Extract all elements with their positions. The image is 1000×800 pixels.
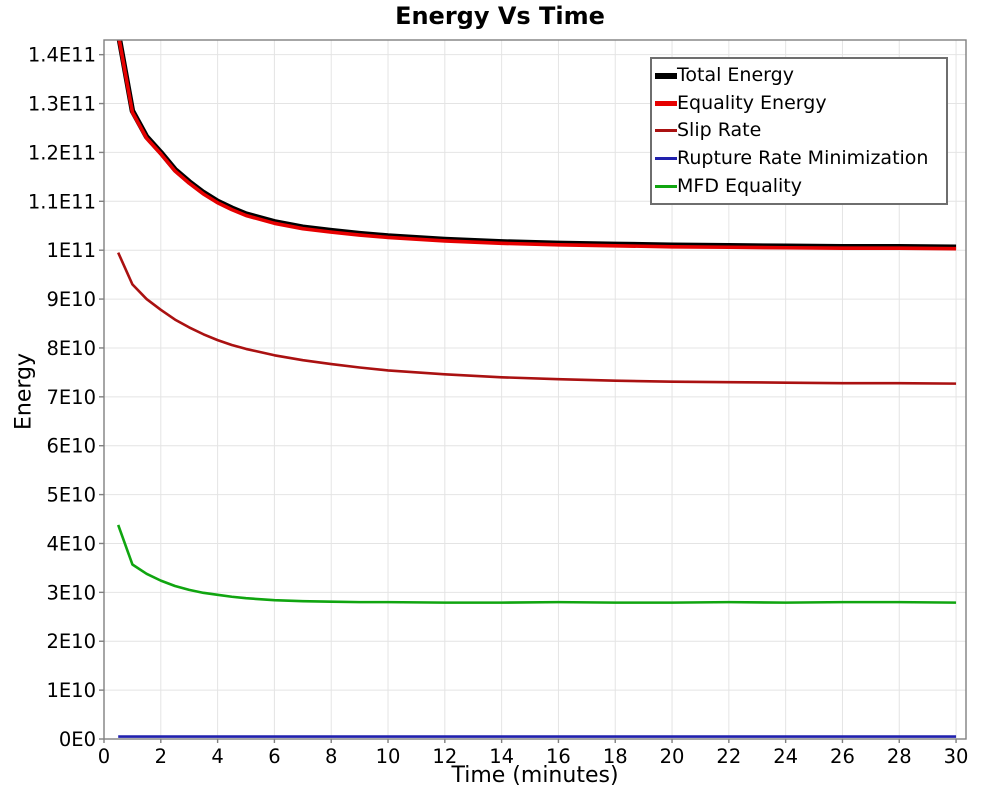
y-tick-label: 2E10 — [46, 630, 96, 653]
legend-item-total-energy: Total Energy — [655, 62, 942, 90]
x-tick-label: 12 — [432, 745, 457, 768]
y-tick-label: 1.4E11 — [28, 44, 96, 67]
y-tick-label: 3E10 — [46, 581, 96, 604]
x-tick-label: 14 — [489, 745, 514, 768]
y-tick-label: 0E0 — [59, 728, 96, 751]
legend-line-swatch — [655, 100, 677, 106]
y-tick-label: 9E10 — [46, 288, 96, 311]
legend-item-mfd-equality: MFD Equality — [655, 172, 942, 200]
x-tick-label: 24 — [773, 745, 798, 768]
x-tick-label: 22 — [716, 745, 741, 768]
y-tick-label: 8E10 — [46, 337, 96, 360]
x-tick-label: 8 — [325, 745, 337, 768]
legend-line-swatch — [655, 157, 677, 161]
x-tick-label: 16 — [546, 745, 571, 768]
legend-label: MFD Equality — [677, 174, 802, 197]
y-tick-label: 4E10 — [46, 532, 96, 555]
series-slip-rate — [117, 252, 957, 385]
x-axis-title: Time (minutes) — [451, 763, 619, 788]
x-tick-label: 2 — [155, 745, 167, 768]
y-tick-label: 1.2E11 — [28, 141, 96, 164]
x-tick-label: 28 — [887, 745, 912, 768]
legend-item-rupture-rate-minimization: Rupture Rate Minimization — [655, 145, 942, 173]
series-group — [116, 40, 957, 738]
legend-label: Slip Rate — [677, 119, 762, 142]
plot-border — [103, 39, 967, 740]
chart-title: Energy Vs Time — [395, 2, 605, 30]
legend-line-swatch — [655, 129, 677, 133]
x-tick-label: 30 — [944, 745, 969, 768]
y-tick-label: 1.3E11 — [28, 93, 96, 116]
axis-ticks: 0E0 1E10 2E10 3E10 4E10 5E10 6E10 7E10 8E10 9E10 1… — [28, 44, 969, 768]
legend-line-swatch — [655, 72, 677, 79]
legend-item-equality-energy: Equality Energy — [655, 90, 942, 118]
y-tick-label: 1E10 — [46, 679, 96, 702]
x-tick-label: 18 — [603, 745, 628, 768]
legend-item-slip-rate: Slip Rate — [655, 117, 942, 145]
legend-label: Rupture Rate Minimization — [677, 147, 929, 170]
legend-label: Total Energy — [677, 64, 794, 87]
x-tick-label: 20 — [660, 745, 685, 768]
legend-line-swatch — [655, 184, 677, 188]
y-tick-label: 5E10 — [46, 484, 96, 507]
legend-label: Equality Energy — [677, 91, 827, 114]
x-tick-label: 10 — [376, 745, 401, 768]
x-tick-label: 4 — [211, 745, 223, 768]
x-tick-label: 6 — [268, 745, 280, 768]
series-equality-energy — [117, 40, 957, 251]
legend: Total Energy Equality Energy Slip Rate Rupt… — [650, 57, 948, 205]
x-tick-label: 0 — [98, 745, 110, 768]
x-tick-label: 26 — [830, 745, 855, 768]
y-tick-label: 1.1E11 — [28, 190, 96, 213]
y-tick-label: 7E10 — [46, 386, 96, 409]
series-mfd-equality — [116, 524, 957, 604]
y-tick-label: 1E11 — [46, 239, 96, 262]
y-tick-label: 6E10 — [46, 435, 96, 458]
